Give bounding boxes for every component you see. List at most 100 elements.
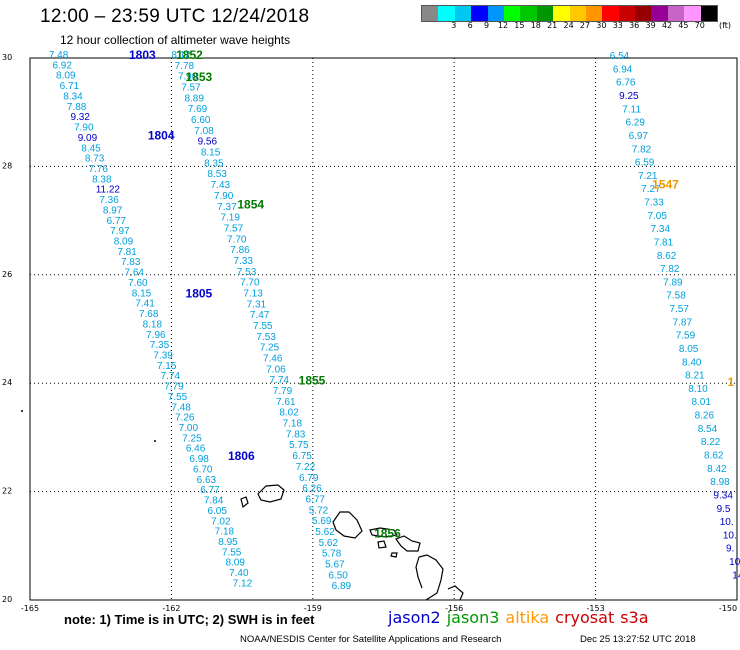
color-scale-swatch [471, 6, 488, 21]
map-frame [29, 57, 738, 601]
pass-label: 1547 [652, 178, 679, 192]
color-scale-label: 36 [629, 21, 640, 30]
island-maui [395, 535, 421, 552]
pass-1547: 6.54 6.94 6.76 9.25 7.11 6.29 6.97 7.82 6.59 7.21… [610, 51, 740, 581]
hawaii-coastline [240, 484, 464, 601]
swh-value: 9.09 [78, 133, 98, 144]
swh-value: 6.77 [305, 494, 325, 505]
swh-value: 7.70 [240, 278, 260, 289]
lon-tick-label: -165 [21, 604, 39, 613]
swh-value: 7.15 [157, 361, 177, 372]
swh-value: 8.38 [92, 174, 112, 185]
swh-value: 8.73 [85, 154, 105, 165]
lat-tick-label: 20 [2, 595, 12, 604]
color-scale-swatch [536, 6, 554, 21]
lon-tick-label: -153 [587, 604, 605, 613]
swh-value: 6.89 [332, 581, 352, 592]
swh-value: 7.47 [250, 310, 270, 321]
swh-value: 5.62 [319, 538, 339, 549]
swh-value: 7.69 [188, 104, 208, 115]
swh-value: 7.83 [121, 257, 141, 268]
color-scale-swatch [700, 6, 718, 21]
island-niihau [240, 496, 249, 509]
swh-value: 9. [726, 544, 734, 555]
pass-label: 1855 [299, 373, 326, 387]
color-scale-unit: (ft) [718, 21, 732, 30]
swh-value: 9.25 [619, 91, 639, 102]
color-scale-label: 39 [645, 21, 656, 30]
swh-value: 7.46 [263, 354, 283, 365]
swh-value: 7.96 [146, 330, 166, 341]
swh-value: 8.18 [143, 319, 163, 330]
swh-value: 5.78 [322, 549, 342, 560]
swh-value: 5.69 [312, 516, 332, 527]
pass-label: 1856 [374, 527, 401, 541]
swh-value: 6.26 [302, 484, 322, 495]
swh-value: 6.29 [625, 118, 645, 129]
island-kauai [257, 484, 285, 503]
island-hawaii-south [447, 585, 464, 601]
island-hawaii-big [415, 554, 444, 601]
pass-1803: 7.486.928.096.718.347.889.327.909.098.45… [49, 50, 253, 589]
island-lanai [377, 540, 387, 549]
color-scale-label: 12 [497, 21, 509, 30]
swh-value: 6.05 [207, 506, 227, 517]
pass-label: 1852 [176, 48, 203, 62]
color-scale-swatch [422, 6, 439, 21]
swh-value: 8.97 [103, 205, 123, 216]
satellite-legend: jason2 jason3 altika cryosat s3a [388, 608, 655, 627]
swh-value: 8.09 [225, 558, 245, 569]
swh-value: 7.21 [638, 171, 658, 182]
color-scale-swatch [618, 6, 636, 21]
swh-value: 7.48 [49, 50, 69, 61]
swh-value: 8.54 [698, 424, 718, 435]
swh-value: 7.27 [641, 184, 661, 195]
color-scale-label: 33 [612, 21, 623, 30]
swh-value: 7.58 [666, 291, 686, 302]
swh-value: 8.35 [204, 158, 224, 169]
swh-value: 10 [729, 557, 740, 568]
color-scale-label: 27 [579, 21, 591, 30]
swh-value: 8.42 [707, 464, 727, 475]
swh-value: 8.15 [201, 148, 221, 159]
swh-value: 5.62 [315, 527, 335, 538]
swh-value: 7.25 [260, 343, 280, 354]
swh-value: 7.05 [647, 211, 667, 222]
lat-tick-label: 26 [2, 270, 12, 279]
swh-value: 8.15 [132, 288, 152, 299]
swh-value: 6.94 [613, 64, 633, 75]
swh-value: 6.75 [292, 451, 312, 462]
swh-value: 7.33 [644, 198, 664, 209]
swh-value: 6.59 [635, 158, 655, 169]
swh-value: 10. [720, 517, 734, 528]
swh-value: 7.57 [669, 304, 689, 315]
swh-value: 8.05 [679, 344, 699, 355]
swh-value: 7.26 [175, 413, 195, 424]
altimeter-tracks: 7.486.928.096.718.347.889.327.909.098.45… [49, 50, 740, 592]
footer-note: note: 1) Time is in UTC; 2) SWH is in fe… [64, 612, 315, 627]
swh-value: 9.32 [70, 112, 90, 123]
lon-tick-label: -150 [719, 604, 737, 613]
pass-label: 1805 [186, 287, 213, 301]
swh-value: 7.19 [220, 213, 240, 224]
swh-value: 10. [723, 530, 737, 541]
swh-value: 7.86 [230, 245, 250, 256]
swh-value: 6.97 [629, 131, 649, 142]
swh-value: 7.18 [283, 419, 303, 430]
swh-value: 8.95 [218, 537, 238, 548]
swh-value: 7.90 [74, 123, 94, 134]
swh-value: 7.60 [128, 278, 148, 289]
color-scale-label: 6 [467, 21, 473, 30]
swh-value: 8.62 [704, 450, 724, 461]
swh-value: 7.76 [89, 164, 109, 175]
color-scale-label: 9 [484, 21, 490, 30]
swh-value: 5.67 [325, 559, 345, 570]
swh-value: 8.09 [114, 237, 134, 248]
swh-value: 8.89 [184, 93, 204, 104]
swh-value: 7.37 [217, 202, 237, 213]
pass-label: 1 [728, 375, 735, 389]
swh-value: 8.21 [685, 371, 705, 382]
swh-value: 8.22 [701, 437, 721, 448]
color-scale-labels: 3 6 9 12 15 18 21 24 27 30 33 36 39 42 45 70 (ft) [421, 21, 733, 33]
